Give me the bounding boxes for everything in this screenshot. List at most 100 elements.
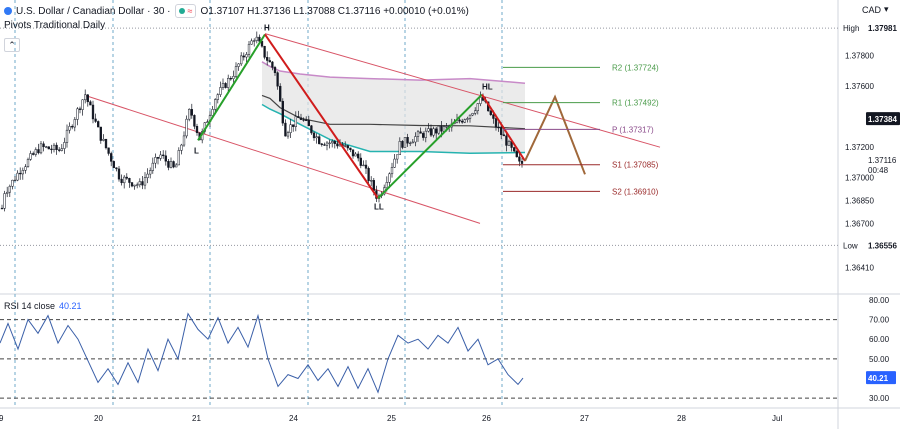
candle: [302, 117, 305, 122]
candle-body: [458, 119, 461, 122]
cloud-upper-line: [261, 61, 526, 84]
candle: [461, 118, 464, 124]
candle-body: [307, 119, 310, 127]
candle-body: [156, 157, 160, 159]
rsi-value: 40.21: [59, 301, 82, 311]
time-tick-label: 21: [192, 414, 201, 423]
time-tick-label: 27: [580, 414, 589, 423]
market-open-icon: [178, 8, 185, 14]
candle: [76, 107, 79, 126]
candle-body: [73, 119, 76, 128]
candle: [115, 167, 118, 172]
candle: [84, 89, 87, 104]
candle-body: [110, 153, 113, 162]
candle-body: [507, 140, 511, 146]
zigzag-up-leg: [377, 93, 483, 199]
candle-body: [385, 182, 388, 189]
session-low-tag: [842, 239, 898, 252]
candle: [505, 131, 508, 152]
candle-body: [388, 173, 391, 183]
candle-body: [364, 164, 368, 169]
candle-body: [112, 161, 115, 169]
candle: [102, 134, 105, 142]
candle-body: [372, 180, 375, 191]
candle: [21, 167, 24, 180]
candle-body: [115, 167, 118, 170]
candle-body: [396, 154, 399, 160]
equal-icon: ≈: [187, 6, 193, 16]
candle: [351, 149, 355, 159]
candle: [3, 190, 6, 212]
candle: [221, 78, 225, 90]
candle-body: [515, 150, 518, 158]
candle-body: [151, 162, 154, 171]
rsi-tick-label: 30.00: [869, 394, 890, 403]
candle-body: [273, 67, 277, 73]
candle-body: [8, 186, 11, 193]
candle-body: [419, 131, 422, 134]
market-status-pill[interactable]: ≈: [174, 4, 197, 18]
candle: [364, 160, 368, 175]
candle-body: [21, 170, 24, 175]
candle: [518, 151, 521, 167]
candle: [497, 121, 500, 132]
candle-body: [229, 78, 232, 80]
zigzag-down-leg: [481, 94, 526, 162]
candle-body: [159, 154, 162, 159]
candle: [468, 114, 472, 123]
candle: [86, 94, 89, 107]
candle: [416, 129, 420, 142]
candle-body: [146, 173, 149, 178]
candle: [320, 142, 323, 147]
candle: [429, 124, 433, 137]
candle-body: [123, 176, 126, 184]
candle-body: [474, 110, 477, 114]
pivot-level-label: S1 (1.37085): [612, 161, 659, 170]
candle-body: [286, 132, 290, 137]
candle-body: [177, 150, 180, 166]
candle: [32, 151, 35, 156]
price-tick-label: 1.37200: [845, 143, 874, 152]
candle-body: [266, 57, 269, 61]
last-price-badge: [866, 112, 900, 126]
pivot-label-ll: LL: [374, 203, 384, 212]
candle-body: [3, 193, 6, 209]
candle: [305, 116, 308, 122]
candle: [190, 103, 193, 119]
candle: [47, 146, 50, 150]
candle: [419, 127, 422, 134]
candle-body: [102, 138, 105, 141]
rsi-legend[interactable]: RSI 14 close 40.21: [4, 301, 82, 311]
candle: [65, 124, 69, 148]
candle-body: [68, 126, 71, 131]
indicator-label[interactable]: Pivots Traditional Daily: [4, 20, 106, 31]
candle-body: [351, 149, 355, 157]
candle: [357, 151, 360, 162]
candle: [281, 98, 284, 126]
candle: [156, 156, 160, 165]
candle-body: [26, 159, 30, 167]
candle: [271, 61, 274, 71]
candle: [13, 176, 17, 182]
candle: [146, 168, 149, 184]
candle-body: [81, 99, 84, 110]
candle-body: [505, 135, 508, 146]
candle-body: [6, 191, 9, 194]
candle: [328, 139, 331, 149]
candle: [216, 93, 219, 104]
candle: [268, 57, 271, 63]
candle-body: [403, 137, 407, 148]
candle: [323, 142, 326, 146]
candle: [29, 150, 32, 161]
candle-body: [138, 181, 141, 186]
candle: [58, 147, 61, 153]
currency-selector[interactable]: CAD ▾: [862, 4, 889, 15]
symbol-title[interactable]: U.S. Dollar / Canadian Dollar · 30 ·: [16, 5, 171, 17]
candle: [149, 167, 152, 179]
candle: [284, 119, 287, 137]
candle: [312, 131, 316, 141]
chevron-up-icon[interactable]: ⌃: [4, 38, 20, 52]
candle-body: [130, 182, 134, 187]
candle: [401, 140, 404, 150]
